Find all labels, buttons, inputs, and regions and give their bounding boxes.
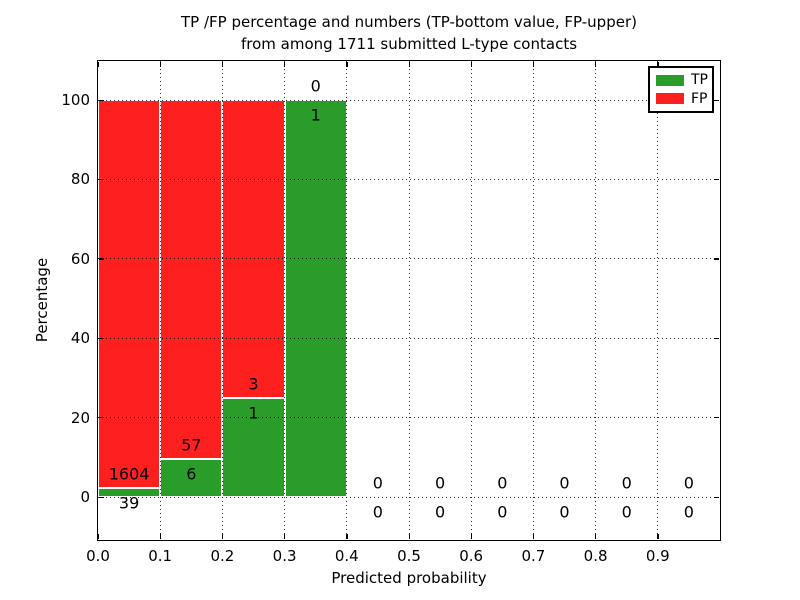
y-axis-tick <box>99 496 104 498</box>
x-axis-top-tick <box>532 62 535 67</box>
fp-count-label: 57 <box>181 435 202 455</box>
vertical-gridline <box>408 61 410 540</box>
tp-bar-segment <box>222 397 285 497</box>
fp-count-label: 0 <box>372 473 383 493</box>
y-axis-right-tick <box>714 258 719 260</box>
fp-count-label: 0 <box>435 473 446 493</box>
tp-bar-segment <box>284 100 347 497</box>
chart-title-line1: TP /FP percentage and numbers (TP-bottom… <box>181 13 637 31</box>
x-axis-top-tick <box>408 62 410 67</box>
x-axis-tick <box>595 534 597 539</box>
y-axis-tick <box>99 258 104 260</box>
x-tick-label: 0.4 <box>334 547 359 565</box>
tp-count-label: 0 <box>372 502 383 522</box>
legend-entry-fp: FP <box>656 90 708 107</box>
vertical-gridline <box>346 61 348 540</box>
x-axis-top-tick <box>221 62 224 67</box>
tp-bar-segment <box>160 459 223 497</box>
y-axis-tick <box>99 178 104 181</box>
x-axis-top-tick <box>159 62 161 67</box>
tp-color-swatch <box>656 74 684 86</box>
x-axis-top-tick <box>284 62 286 67</box>
x-axis-tick <box>532 534 535 539</box>
y-axis-right-tick <box>714 99 719 101</box>
y-axis-right-tick <box>714 417 719 419</box>
x-tick-label: 0.0 <box>86 547 110 565</box>
x-tick-label: 0.3 <box>272 547 297 565</box>
tp-count-label: 1 <box>310 105 321 125</box>
y-tick-label: 20 <box>70 408 90 427</box>
chart-title-line2: from among 1711 submitted L-type contact… <box>240 35 578 53</box>
x-tick-label: 0.8 <box>583 547 608 565</box>
x-axis-top-tick <box>657 62 659 67</box>
x-axis-top-tick <box>595 62 597 67</box>
x-axis-tick <box>470 534 472 539</box>
y-axis-tick <box>99 99 104 101</box>
x-tick-label: 0.6 <box>459 547 484 565</box>
tp-count-label: 0 <box>497 502 508 522</box>
fp-bar-segment <box>98 100 161 488</box>
x-axis-tick <box>408 534 410 539</box>
x-tick-label: 0.2 <box>210 547 235 565</box>
tp-count-label: 0 <box>621 502 632 522</box>
tp-bar-segment <box>98 487 161 497</box>
fp-count-label: 1604 <box>108 464 150 484</box>
vertical-gridline <box>221 61 223 540</box>
tp-count-label: 1 <box>248 403 259 423</box>
x-axis-top-tick <box>470 62 472 67</box>
tp-count-label: 0 <box>435 502 446 522</box>
y-axis-right-tick <box>714 496 719 498</box>
x-axis-top-tick <box>97 62 99 67</box>
tp-count-label: 0 <box>559 502 570 522</box>
x-axis-tick <box>284 534 286 539</box>
vertical-gridline <box>595 61 597 540</box>
tp-count-label: 6 <box>186 464 197 484</box>
vertical-gridline <box>470 61 472 540</box>
fp-bar-segment <box>160 100 223 460</box>
fp-count-label: 0 <box>683 473 694 493</box>
legend-label-tp: TP <box>691 72 708 89</box>
x-tick-label: 0.9 <box>645 547 670 565</box>
y-tick-label: 80 <box>70 170 90 189</box>
fp-count-label: 0 <box>310 76 321 96</box>
x-axis-tick <box>346 534 348 539</box>
legend-label-fp: FP <box>691 90 708 107</box>
y-axis-right-tick <box>714 178 719 181</box>
x-tick-label: 0.5 <box>397 547 421 565</box>
x-tick-label: 0.1 <box>148 547 173 565</box>
fp-count-label: 0 <box>559 473 570 493</box>
fp-count-label: 0 <box>621 473 632 493</box>
legend-entry-tp: TP <box>656 72 708 89</box>
fp-count-label: 0 <box>497 473 508 493</box>
y-tick-label: 40 <box>70 329 90 348</box>
x-axis-tick <box>159 534 161 539</box>
fp-bar-segment <box>222 100 285 398</box>
vertical-gridline <box>657 61 659 540</box>
y-tick-label: 0 <box>80 488 90 506</box>
legend: TP FP <box>648 66 714 113</box>
vertical-gridline <box>159 61 161 540</box>
x-axis-top-tick <box>346 62 348 67</box>
y-axis-right-tick <box>714 337 719 339</box>
fp-count-label: 3 <box>248 374 259 394</box>
x-axis-tick <box>97 534 99 539</box>
x-axis-label: Predicted probability <box>331 569 487 587</box>
tp-count-label: 0 <box>683 502 694 522</box>
x-axis-tick <box>221 534 224 539</box>
y-tick-label: 100 <box>61 91 90 109</box>
x-tick-label: 0.7 <box>521 547 546 565</box>
tp-count-label: 39 <box>118 493 140 513</box>
y-tick-label: 60 <box>70 249 90 268</box>
vertical-gridline <box>532 61 534 540</box>
y-axis-tick <box>99 337 104 339</box>
fp-color-swatch <box>656 93 684 105</box>
x-axis-tick <box>657 534 659 539</box>
vertical-gridline <box>284 61 286 540</box>
y-axis-tick <box>99 417 104 419</box>
